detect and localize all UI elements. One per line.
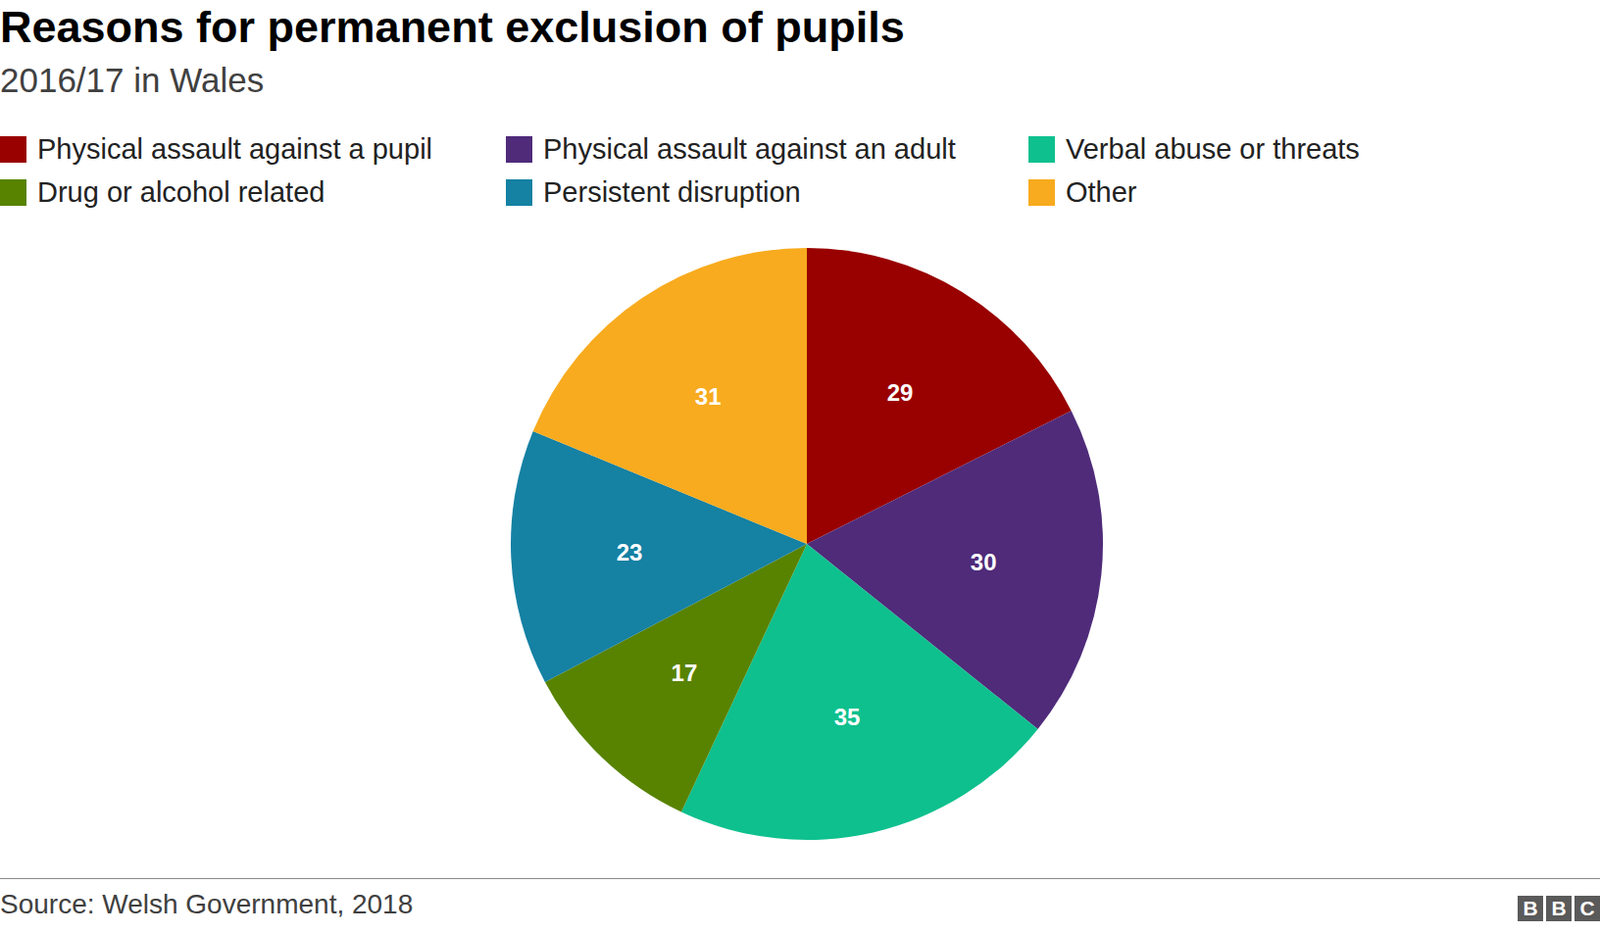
svg-text:29: 29 (887, 379, 914, 406)
svg-text:17: 17 (671, 659, 699, 687)
html-text:Source: Welsh Government, 2018: Source: Welsh Government, 2018 (0, 889, 414, 920)
html-text:B: B (1522, 897, 1538, 920)
html-text:Verbal abuse or threats: Verbal abuse or threats (1065, 133, 1360, 165)
html-text:Persistent disruption: Persistent disruption (543, 176, 801, 208)
html-text:Drug or alcohol related: Drug or alcohol related (37, 176, 325, 208)
html-text:Physical assault against a pup: Physical assault against a pupil (37, 133, 433, 165)
svg-text:35: 35 (834, 703, 861, 731)
html-text:C: C (1579, 897, 1595, 920)
html-text:B: B (1551, 897, 1567, 920)
html-text:Other: Other (1065, 176, 1137, 208)
html-text:Reasons for permanent exclusio: Reasons for permanent exclusion of pupil… (0, 1, 905, 52)
svg-text:23: 23 (616, 539, 644, 566)
html-text:2016/17 in Wales: 2016/17 in Wales (0, 60, 264, 100)
svg-text:30: 30 (970, 549, 998, 576)
svg-text:31: 31 (695, 383, 722, 410)
html-text:Physical assault against an ad: Physical assault against an adult (543, 133, 956, 165)
